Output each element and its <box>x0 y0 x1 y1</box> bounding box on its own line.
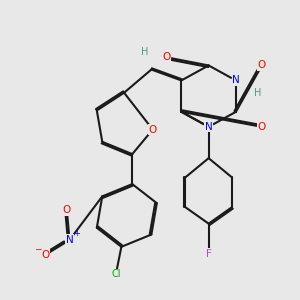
Text: N: N <box>66 235 74 245</box>
Text: +: + <box>73 230 80 238</box>
Text: H: H <box>254 88 261 98</box>
Text: N: N <box>205 122 212 132</box>
Text: O: O <box>162 52 170 62</box>
Text: O: O <box>41 250 49 260</box>
Text: H: H <box>141 47 148 57</box>
Text: N: N <box>232 76 240 85</box>
Text: F: F <box>206 249 211 259</box>
Text: O: O <box>63 205 71 215</box>
Text: O: O <box>148 124 157 134</box>
Text: O: O <box>258 122 266 132</box>
Text: −: − <box>34 244 42 253</box>
Text: Cl: Cl <box>111 269 121 279</box>
Text: O: O <box>258 61 266 70</box>
